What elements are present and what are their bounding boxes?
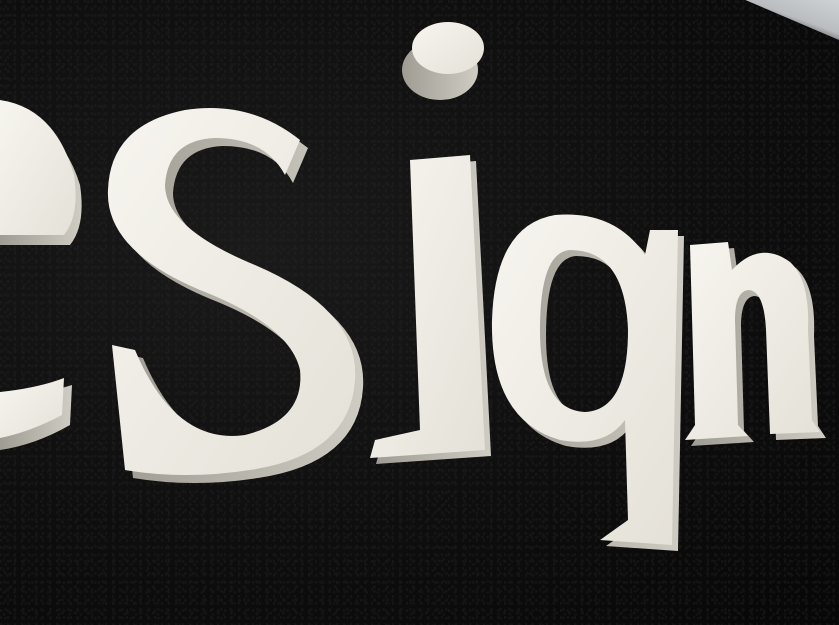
letter-i-dot [402,22,484,100]
letter-g [491,214,684,551]
letter-e-partial [0,100,82,450]
letter-s [107,108,364,483]
letter-n [685,242,826,446]
letter-i-stem [370,155,491,464]
